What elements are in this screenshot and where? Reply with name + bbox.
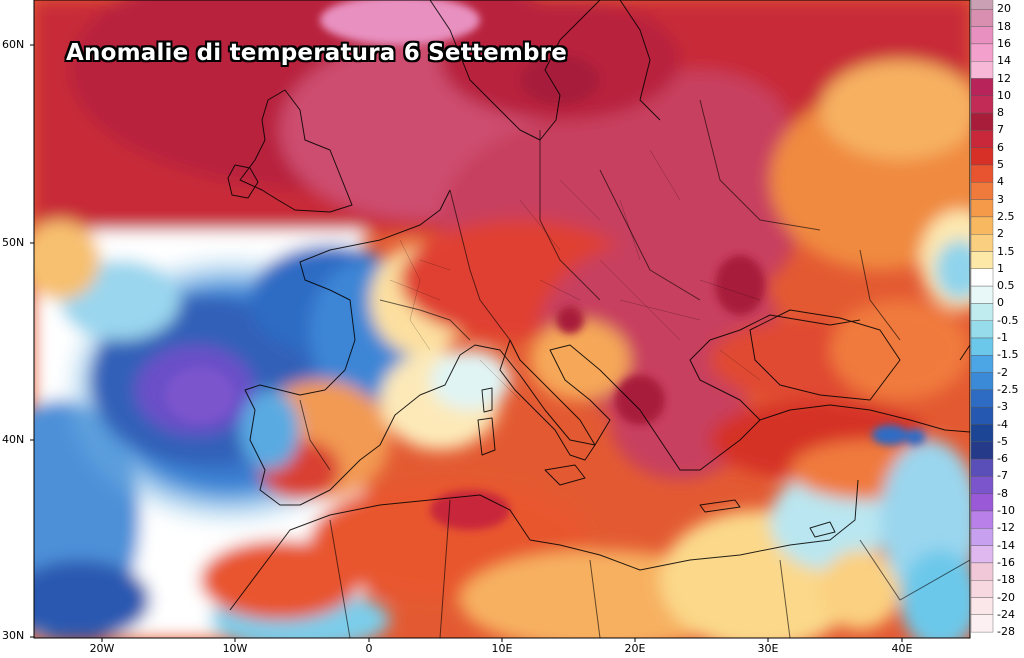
legend-level-label: -10 [997,504,1015,517]
legend-level-label: -20 [997,590,1015,604]
legend-level-label: -0.5 [997,313,1019,327]
legend-level-label: 3 [997,192,1004,206]
legend-swatch [971,476,994,494]
legend-swatch [971,9,994,27]
lon-label-40e: 40E [891,642,913,655]
legend-swatch [971,233,994,252]
lon-label-0: 0 [365,642,373,655]
legend-swatch [971,268,994,287]
legend-swatch [971,597,994,615]
legend-level-label: 2 [997,227,1004,241]
legend-swatch [971,545,994,564]
legend-swatch [971,337,994,356]
legend-swatch [971,199,994,218]
legend-swatch [971,407,994,425]
legend-swatch [971,528,994,546]
legend-swatch [971,147,994,166]
legend-swatch [971,182,994,200]
legend-swatch [971,95,994,114]
legend-level-label: -24 [997,607,1015,621]
legend-swatch [971,43,994,62]
legend-level-label: 5 [997,158,1004,171]
legend-swatch [971,130,994,148]
legend-level-label: 6 [997,140,1004,154]
legend-swatch [971,216,994,235]
legend-swatch [971,320,994,339]
legend-swatch [971,562,994,581]
legend-level-label: 1.5 [997,244,1015,258]
legend-level-label: -6 [997,452,1008,466]
lat-label-30n: 30N [2,629,25,642]
lon-label-10e: 10E [491,642,513,655]
legend-level-label: -1 [997,331,1008,344]
map-title: Anomalie di temperatura 6 Settembre [66,40,568,66]
legend-swatch [971,510,994,529]
legend-level-label: -3 [997,400,1008,414]
legend-level-label: -2.5 [997,382,1019,396]
legend-swatch [971,372,994,391]
legend-level-label: 12 [997,71,1011,85]
legend-level-label: 8 [997,106,1004,120]
legend-swatch [971,441,994,460]
legend-level-label: 10 [997,88,1011,102]
legend-level-label: -8 [997,486,1008,500]
legend-level-label: -16 [997,555,1015,569]
lat-label-50n: 50N [2,236,25,249]
legend-swatch [971,251,994,269]
legend-level-label: 4 [997,175,1004,189]
legend-level-label: 7 [997,123,1004,137]
legend-level-label: 16 [997,36,1011,50]
legend-swatch [971,164,994,183]
legend-swatch [971,61,994,79]
legend-swatch [971,424,994,442]
legend-swatch [971,78,994,96]
legend-level-label: -28 [997,625,1015,639]
legend-swatch [971,389,994,408]
legend-swatch [971,285,994,304]
color-legend [971,0,994,633]
lon-label-10w: 10W [222,642,248,655]
legend-swatch [971,355,994,373]
legend-level-label: 0 [997,296,1004,310]
legend-swatch [971,112,994,131]
lat-label-60n: 60N [2,38,25,51]
lat-label-40n: 40N [2,433,25,446]
legend-swatch [971,580,994,598]
legend-level-label: -1.5 [997,348,1019,362]
legend-swatch [971,303,994,321]
lon-label-30e: 30E [757,642,779,655]
legend-level-label: -18 [997,573,1015,587]
legend-swatch [971,0,994,10]
legend-swatch [971,458,994,477]
legend-level-label: 18 [997,19,1011,33]
legend-level-label: -5 [997,434,1008,448]
legend-level-label: -2 [997,365,1008,379]
legend-level-label: -4 [997,417,1008,431]
legend-swatch [971,26,994,45]
legend-level-label: -7 [997,469,1008,483]
legend-swatch [971,493,994,512]
lon-label-20e: 20E [624,642,646,655]
legend-level-label: 2.5 [997,209,1015,223]
legend-level-label: -12 [997,521,1015,535]
legend-level-label: 14 [997,54,1011,68]
legend-level-label: -14 [997,538,1015,552]
legend-swatch [971,614,994,633]
legend-level-label: 20 [997,2,1011,16]
lon-label-20w: 20W [89,642,115,655]
legend-level-label: 1 [997,261,1004,275]
legend-level-label: 0.5 [997,279,1015,293]
